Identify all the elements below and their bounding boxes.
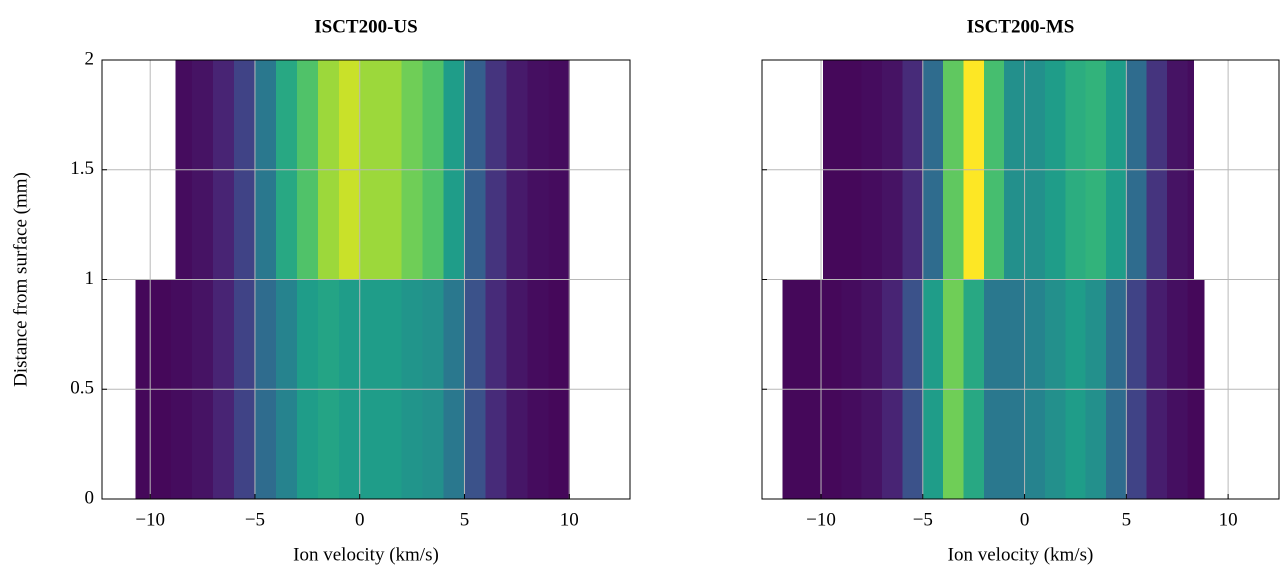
- y-tick-label: 0.5: [70, 378, 94, 399]
- chart-title: ISCT200-US: [314, 16, 417, 37]
- x-axis-label: Ion velocity (km/s): [293, 544, 439, 565]
- y-tick-label: 2: [85, 48, 95, 69]
- x-tick-label: −5: [913, 509, 933, 530]
- x-tick-label: 10: [1219, 509, 1238, 530]
- plot-frame: [761, 59, 1280, 500]
- x-tick-label: 5: [460, 509, 470, 530]
- x-tick-label: 0: [355, 509, 365, 530]
- y-axis-label: Distance from surface (mm): [10, 172, 31, 387]
- x-tick-label: 0: [1020, 509, 1030, 530]
- x-tick-label: −10: [806, 509, 836, 530]
- x-tick-label: −5: [245, 509, 265, 530]
- x-axis-label: Ion velocity (km/s): [948, 544, 1094, 565]
- x-tick-label: −10: [135, 509, 165, 530]
- y-tick-label: 0: [85, 487, 95, 508]
- x-tick-label: 5: [1122, 509, 1132, 530]
- y-tick-label: 1: [85, 268, 95, 289]
- x-tick-label: 10: [560, 509, 579, 530]
- plot-frame: [101, 59, 631, 500]
- y-tick-label: 1.5: [70, 158, 94, 179]
- chart-title: ISCT200-MS: [967, 16, 1075, 37]
